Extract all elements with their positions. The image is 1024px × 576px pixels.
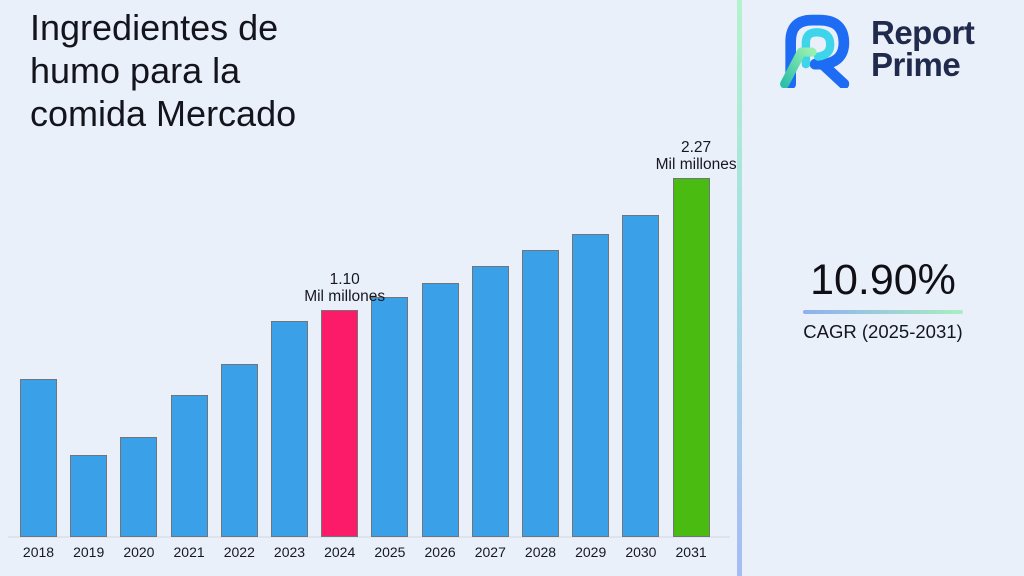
title-line-3: comida Mercado (30, 93, 297, 134)
bar-2026 (421, 283, 459, 537)
bar-2029 (572, 234, 610, 537)
annotation-unit: Mil millones (304, 288, 386, 305)
x-tick-label-2031: 2031 (675, 544, 707, 560)
bar-2018 (20, 379, 57, 537)
x-tick-label-2023: 2023 (273, 544, 306, 560)
x-tick-label-2028: 2028 (524, 544, 557, 560)
x-tick-label-2022: 2022 (223, 544, 255, 560)
x-tick-label-2019: 2019 (73, 544, 105, 560)
cagr-block: 10.90% CAGR (2025-2031) (793, 257, 973, 343)
annotation-value: 2.27 (681, 139, 712, 156)
report-prime-logo-icon (780, 14, 850, 88)
bar-2031 (672, 178, 710, 537)
x-tick-label-2020: 2020 (123, 544, 155, 560)
x-axis-line (8, 536, 730, 538)
bar-2025 (371, 297, 409, 537)
x-tick-label-2029: 2029 (575, 544, 607, 560)
vertical-divider (737, 0, 742, 576)
x-tick-label-2027: 2027 (474, 544, 506, 560)
bar-2022 (220, 364, 258, 537)
bar-2021 (170, 395, 208, 537)
bar-2019 (70, 455, 108, 537)
bar-2028 (522, 250, 559, 537)
brand-name: Report Prime (871, 14, 975, 83)
brand-logo: Report Prime (777, 10, 975, 88)
title-line-2: humo para la (30, 50, 241, 91)
title-line-1: Ingredientes de (30, 7, 279, 48)
x-tick-label-2026: 2026 (424, 544, 456, 560)
brand-name-line-2: Prime (871, 46, 961, 83)
bar-chart: 2018 2019 2020 2021 2022 2023 2024 2025 2026 2027… (8, 139, 737, 560)
page-title: Ingredientes de humo para la comida Merc… (30, 6, 296, 135)
x-tick-label-2018: 2018 (22, 544, 55, 560)
x-tick-label-2021: 2021 (173, 544, 205, 560)
bar-annotation-2024: 1.10 Mil millones (270, 271, 420, 305)
bar-annotation-2031: 2.27 Mil millones (621, 139, 771, 173)
x-tick-label-2030: 2030 (625, 544, 657, 560)
bar-2023 (271, 321, 308, 537)
cagr-underline (803, 310, 963, 314)
brand-name-line-1: Report (871, 14, 975, 51)
cagr-label: CAGR (2025-2031) (803, 321, 963, 342)
x-tick-label-2024: 2024 (324, 544, 356, 560)
bar-2030 (622, 215, 660, 537)
bar-2020 (120, 437, 158, 537)
annotation-unit: Mil millones (655, 156, 737, 173)
bar-2027 (471, 266, 509, 537)
annotation-value: 1.10 (329, 271, 360, 288)
bar-2024 (321, 310, 359, 537)
cagr-value: 10.90% (810, 256, 956, 304)
x-tick-label-2025: 2025 (374, 544, 406, 560)
